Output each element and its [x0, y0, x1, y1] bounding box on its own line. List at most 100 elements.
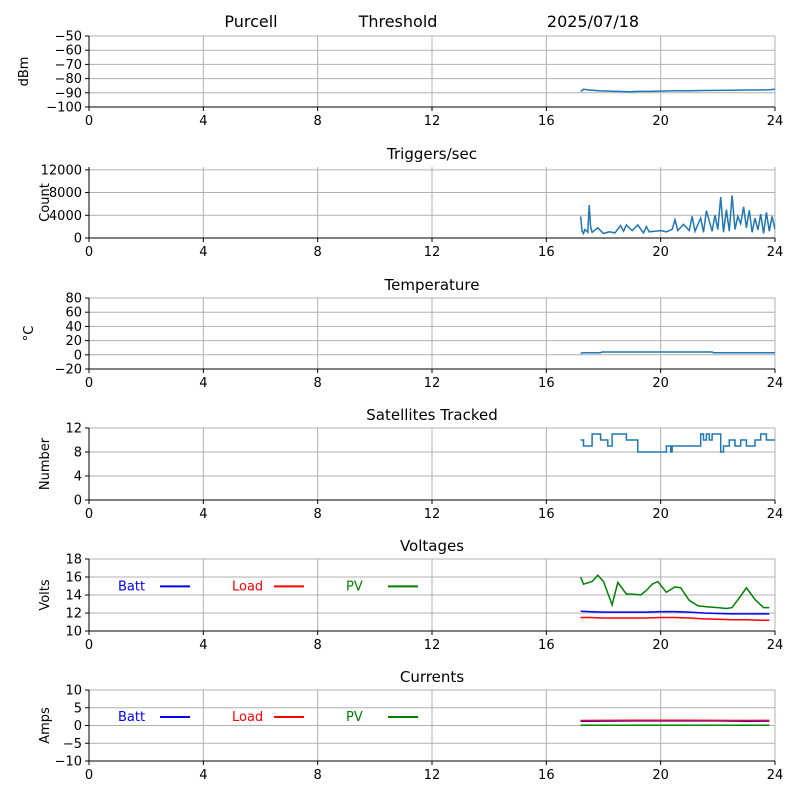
- x-tick-label: 0: [85, 768, 93, 783]
- legend-label: Load: [232, 579, 263, 594]
- y-tick-label: 0: [74, 348, 82, 363]
- legend-label: PV: [346, 710, 363, 725]
- y-tick-label: −20: [55, 363, 82, 378]
- series-line-pv: [579, 574, 770, 610]
- y-tick-label: 12: [65, 422, 82, 437]
- y-axis-label: Number: [38, 437, 53, 490]
- panels-group: 0 4 8 12 16 20 24 −100−90−80−70−60−50 dBm 0 4 8 12 16…: [17, 30, 783, 784]
- x-tick-label: 0: [85, 376, 93, 391]
- y-axis-label: °C: [22, 326, 37, 342]
- y-tick-label: 0: [74, 232, 82, 247]
- x-tick-label: 20: [652, 768, 669, 783]
- x-tick-label: 8: [314, 114, 322, 129]
- x-tick-label: 20: [652, 507, 669, 522]
- y-tick-label: 0: [74, 719, 82, 734]
- x-tick-label: 8: [314, 376, 322, 391]
- y-tick-label: −70: [55, 58, 82, 73]
- y-tick-label: −80: [55, 72, 82, 87]
- x-tick-label: 16: [538, 507, 555, 522]
- y-tick-label: −50: [55, 30, 82, 45]
- x-tick-label: 4: [199, 768, 207, 783]
- y-axis-label: Count: [38, 183, 53, 222]
- legend-label: PV: [346, 579, 363, 594]
- panel-title: Voltages: [400, 537, 464, 555]
- x-tick-label: 12: [424, 114, 441, 129]
- y-tick-label: −90: [55, 86, 82, 101]
- header-date: 2025/07/18: [547, 12, 639, 31]
- y-tick-label: 16: [65, 571, 82, 586]
- y-tick-label: 14: [65, 589, 82, 604]
- header-mode: Threshold: [358, 12, 438, 31]
- x-tick-label: 24: [767, 638, 784, 653]
- x-tick-label: 16: [538, 768, 555, 783]
- x-tick-label: 8: [314, 768, 322, 783]
- y-tick-label: 0: [74, 494, 82, 509]
- x-tick-label: 12: [424, 507, 441, 522]
- x-tick-label: 0: [85, 114, 93, 129]
- y-tick-label: 20: [65, 334, 82, 349]
- y-tick-label: 12000: [41, 163, 82, 178]
- y-tick-label: 80: [65, 292, 82, 307]
- y-tick-label: 60: [65, 306, 82, 321]
- series-line-load: [580, 616, 770, 621]
- x-tick-label: 20: [652, 638, 669, 653]
- legend-label: Batt: [118, 710, 145, 725]
- y-tick-label: 18: [65, 553, 82, 568]
- x-tick-label: 8: [314, 245, 322, 260]
- x-tick-label: 4: [199, 376, 207, 391]
- x-tick-label: 12: [424, 376, 441, 391]
- y-tick-label: 8: [74, 446, 82, 461]
- x-tick-label: 4: [199, 638, 207, 653]
- panel-1: 0 4 8 12 16 20 24 −100−90−80−70−60−50 dBm: [17, 30, 783, 130]
- x-tick-label: 4: [199, 114, 207, 129]
- panel-title: Currents: [400, 668, 464, 686]
- x-tick-label: 0: [85, 507, 93, 522]
- x-tick-label: 24: [767, 376, 784, 391]
- y-tick-label: 5: [74, 701, 82, 716]
- x-tick-label: 16: [538, 245, 555, 260]
- x-tick-label: 12: [424, 638, 441, 653]
- x-tick-label: 4: [199, 245, 207, 260]
- x-tick-label: 24: [767, 245, 784, 260]
- series-line: [580, 88, 775, 93]
- x-tick-label: 24: [767, 114, 784, 129]
- x-tick-label: 20: [652, 245, 669, 260]
- panel-6: 0 4 8 12 16 20 24 −10 −5 0 5 10 Currents Amps Batt Load…: [38, 668, 783, 783]
- y-tick-label: −100: [46, 101, 82, 116]
- panel-2: 0 4 8 12 16 20 24 0 4000 8000 12000 Triggers/sec Cou…: [38, 145, 783, 260]
- y-tick-label: 4: [74, 470, 82, 485]
- y-tick-label: 8000: [49, 186, 82, 201]
- x-tick-label: 16: [538, 638, 555, 653]
- series-line: [580, 351, 775, 355]
- x-tick-label: 16: [538, 376, 555, 391]
- y-tick-label: 12: [65, 607, 82, 622]
- panel-5: 0 4 8 12 16 20 24 10 12 14 16 18 Voltages Volts Batt Lo…: [38, 537, 783, 653]
- legend-label: Load: [232, 710, 263, 725]
- x-tick-label: 4: [199, 507, 207, 522]
- panel-title: Temperature: [383, 276, 479, 294]
- series-line-batt: [580, 610, 770, 615]
- series-line: [579, 195, 775, 236]
- y-axis-label: dBm: [17, 57, 32, 87]
- x-tick-label: 0: [85, 245, 93, 260]
- y-axis-label: Volts: [38, 579, 53, 611]
- y-tick-label: 10: [65, 684, 82, 699]
- series-line: [580, 433, 775, 453]
- panel-4: 0 4 8 12 16 20 24 0 4 8 12 Satellites Tracked Number: [38, 406, 783, 522]
- x-tick-label: 16: [538, 114, 555, 129]
- legend-label: Batt: [118, 579, 145, 594]
- header-site: Purcell: [224, 12, 277, 31]
- x-tick-label: 20: [652, 376, 669, 391]
- y-tick-label: 40: [65, 320, 82, 335]
- x-tick-label: 8: [314, 638, 322, 653]
- y-axis-label: Amps: [38, 707, 53, 744]
- y-tick-label: 4000: [49, 209, 82, 224]
- panel-title: Satellites Tracked: [366, 406, 497, 424]
- x-tick-label: 8: [314, 507, 322, 522]
- y-tick-label: −60: [55, 44, 82, 59]
- y-tick-label: 10: [65, 625, 82, 640]
- x-tick-label: 12: [424, 768, 441, 783]
